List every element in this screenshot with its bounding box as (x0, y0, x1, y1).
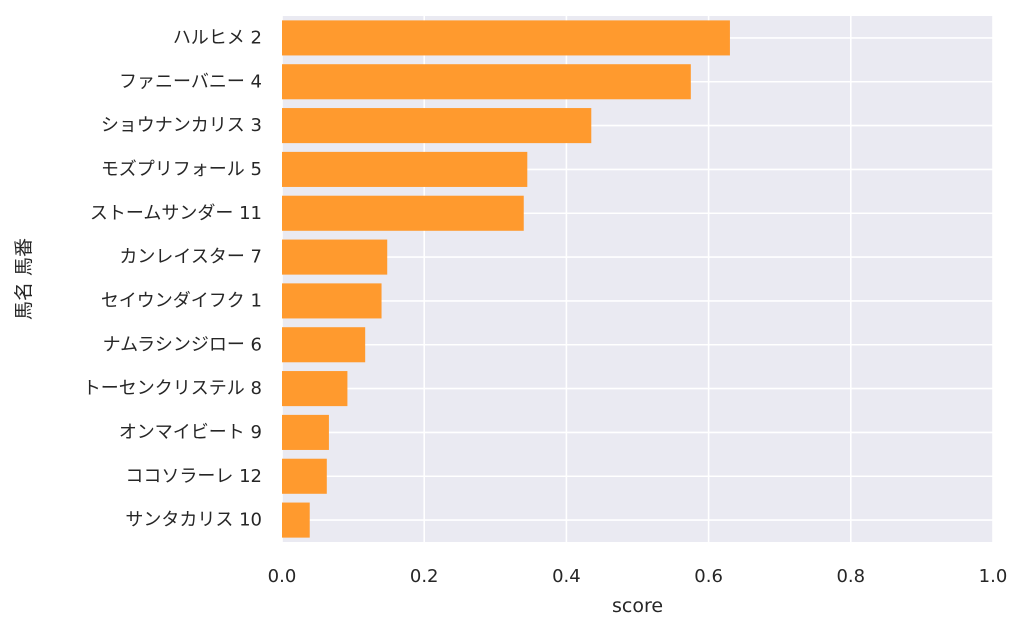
y-axis-label: 馬名 馬番 (13, 238, 35, 320)
y-tick-label: サンタカリス 10 (125, 510, 262, 531)
bar (282, 151, 528, 187)
bar (282, 327, 366, 363)
bars (282, 20, 730, 538)
x-tick-label: 0.2 (410, 566, 439, 587)
plot-background (282, 16, 993, 542)
y-tick-label: ショウナンカリス 3 (101, 115, 262, 136)
bar (282, 239, 388, 275)
x-tick-label: 0.6 (694, 566, 723, 587)
bar (282, 371, 348, 407)
bar (282, 502, 310, 538)
y-tick-label: ファニーバニー 4 (119, 71, 262, 92)
y-tick-label: ココソラーレ 12 (125, 466, 262, 487)
bar (282, 414, 329, 450)
bar (282, 195, 524, 231)
bar (282, 283, 382, 319)
bar (282, 458, 327, 494)
x-tick-label: 0.0 (268, 566, 297, 587)
x-tick-label: 1.0 (979, 566, 1008, 587)
y-tick-label: ナムラシンジロー 6 (103, 334, 262, 355)
x-tick-label: 0.8 (836, 566, 865, 587)
bar (282, 64, 691, 100)
bar (282, 20, 730, 56)
y-tick-label: トーセンクリステル 8 (83, 378, 262, 399)
x-tick-label: 0.4 (552, 566, 581, 587)
y-tick-label: モズプリフォール 5 (101, 159, 262, 180)
y-tick-labels: ハルヒメ 2 ファニーバニー 4 ショウナンカリス 3 モズプリフォール 5 ストームサ… (83, 27, 262, 530)
y-tick-label: ハルヒメ 2 (173, 27, 262, 48)
x-axis-label: score (612, 595, 663, 617)
y-tick-label: カンレイスター 7 (119, 247, 262, 268)
y-tick-label: ストームサンダー 11 (90, 203, 262, 224)
y-tick-label: セイウンダイフク 1 (101, 290, 262, 311)
x-tick-labels: 0.0 0.2 0.4 0.6 0.8 1.0 (268, 566, 1008, 587)
bar (282, 108, 592, 144)
y-tick-label: オンマイビート 9 (119, 422, 262, 443)
